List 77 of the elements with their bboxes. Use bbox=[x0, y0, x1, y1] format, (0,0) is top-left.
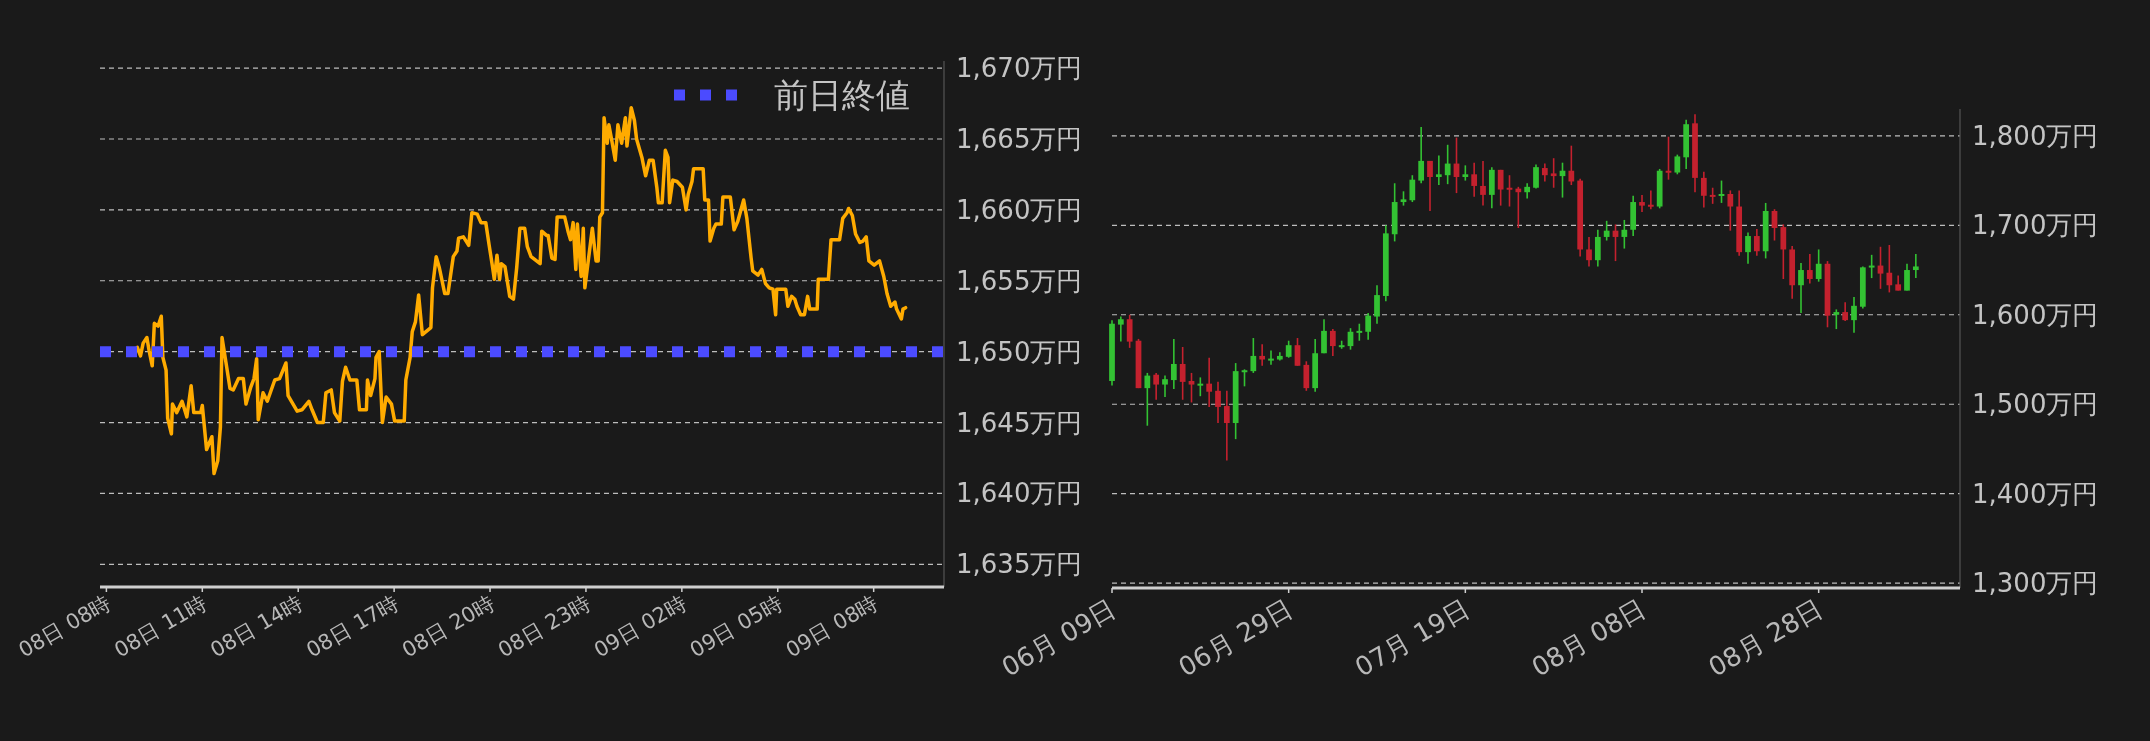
candlestick bbox=[1815, 248, 1822, 283]
y-tick-label: 1,640万円 bbox=[956, 478, 1083, 509]
y-tick-label: 1,660万円 bbox=[956, 194, 1083, 225]
candlestick bbox=[1806, 253, 1813, 285]
y-tick-label: 1,800万円 bbox=[1972, 120, 2099, 151]
candlestick bbox=[1842, 301, 1849, 322]
candlestick bbox=[1215, 381, 1221, 424]
candlestick bbox=[1533, 163, 1539, 190]
candlestick bbox=[1497, 169, 1504, 207]
y-tick-label: 1,300万円 bbox=[1972, 568, 2099, 599]
candlestick bbox=[1329, 328, 1336, 357]
candlestick bbox=[1179, 346, 1186, 401]
candlestick bbox=[1780, 223, 1787, 280]
candlestick bbox=[1745, 231, 1751, 265]
candlestick bbox=[1568, 144, 1575, 186]
candlestick bbox=[1250, 337, 1257, 374]
y-tick-label: 1,635万円 bbox=[956, 549, 1083, 580]
candlestick bbox=[1621, 219, 1628, 250]
x-tick-label: 08月 08日 bbox=[1526, 593, 1651, 683]
candlestick bbox=[1639, 194, 1645, 213]
candlestick bbox=[1444, 143, 1451, 185]
candlestick bbox=[1700, 170, 1707, 209]
candlestick bbox=[1126, 313, 1133, 349]
candlestick bbox=[1435, 154, 1442, 186]
candlestick bbox=[1665, 135, 1672, 181]
candlestick bbox=[1727, 189, 1734, 232]
legend: 前日終値 bbox=[674, 75, 910, 115]
candlestick bbox=[1170, 338, 1177, 390]
x-tick-label: 08月 28日 bbox=[1703, 593, 1828, 683]
candlestick bbox=[1904, 262, 1910, 292]
x-tick-label: 06月 09日 bbox=[996, 593, 1121, 683]
candlestick bbox=[1418, 126, 1425, 185]
candlestick bbox=[1868, 254, 1875, 279]
candlestick bbox=[1303, 360, 1310, 392]
candlestick bbox=[1471, 161, 1478, 198]
x-tick-label: 06月 29日 bbox=[1173, 593, 1298, 683]
candlestick bbox=[1206, 356, 1213, 408]
y-tick-label: 1,500万円 bbox=[1972, 389, 2099, 420]
candlestick bbox=[1798, 262, 1804, 314]
candlestick bbox=[1833, 308, 1840, 330]
candlestick bbox=[1223, 390, 1230, 462]
y-tick-label: 1,700万円 bbox=[1972, 210, 2099, 241]
candlestick bbox=[1506, 174, 1513, 208]
y-tick-label: 1,655万円 bbox=[956, 265, 1083, 296]
candlestick bbox=[1586, 236, 1592, 268]
legend-label: 前日終値 bbox=[774, 75, 910, 115]
candlestick bbox=[1718, 179, 1725, 204]
y-tick-label: 1,650万円 bbox=[956, 336, 1083, 367]
y-tick-label: 1,400万円 bbox=[1972, 478, 2099, 509]
candlestick bbox=[1409, 174, 1416, 203]
y-tick-label: 1,645万円 bbox=[956, 407, 1083, 438]
candlestick bbox=[1259, 343, 1266, 367]
candlestick bbox=[1117, 315, 1124, 343]
y-tick-label: 1,665万円 bbox=[956, 123, 1083, 154]
candlestick bbox=[1365, 312, 1372, 341]
candlestick bbox=[1427, 160, 1433, 212]
candlestick bbox=[1480, 160, 1486, 207]
candlestick bbox=[1268, 349, 1274, 366]
candlestick bbox=[1153, 372, 1160, 401]
candlestick bbox=[1550, 157, 1557, 189]
candlestick bbox=[1647, 189, 1654, 210]
candlestick bbox=[1144, 372, 1151, 427]
candlestick bbox=[1594, 228, 1601, 268]
x-tick-label: 07月 19日 bbox=[1349, 593, 1475, 683]
candlestick bbox=[1197, 376, 1204, 397]
candlestick bbox=[1374, 284, 1380, 325]
candlestick bbox=[1753, 228, 1760, 257]
candlestick bbox=[1603, 220, 1610, 242]
y-tick-label: 1,600万円 bbox=[1972, 299, 2099, 330]
candlestick bbox=[1321, 318, 1327, 355]
candlestick bbox=[1674, 153, 1681, 176]
candlestick bbox=[1162, 374, 1168, 398]
y-tick-label: 1,670万円 bbox=[956, 53, 1083, 84]
candlestick bbox=[1851, 296, 1857, 334]
candlestick bbox=[1886, 244, 1893, 294]
candlestick bbox=[1188, 372, 1195, 404]
candlestick bbox=[1912, 253, 1919, 279]
